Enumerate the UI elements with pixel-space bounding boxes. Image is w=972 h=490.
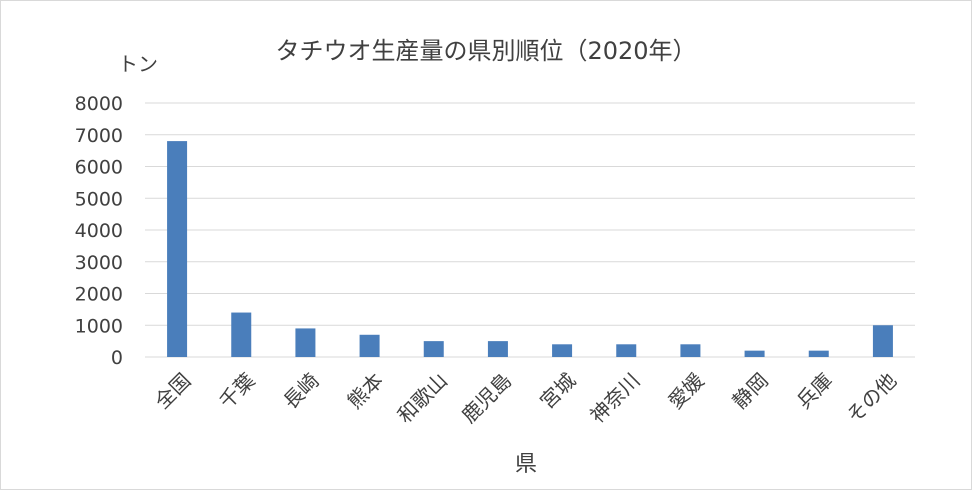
x-tick-label: 全国	[150, 368, 195, 413]
y-tick-label: 8000	[75, 93, 123, 115]
bar	[487, 341, 508, 357]
x-tick-label: 鹿児島	[457, 368, 516, 427]
x-tick-label: 愛媛	[663, 368, 708, 413]
y-tick-label: 6000	[75, 157, 123, 179]
gridlines	[145, 102, 915, 358]
bar	[423, 341, 444, 357]
x-tick-label: その他	[842, 368, 901, 427]
bars	[167, 141, 893, 357]
x-tick-label: 和歌山	[393, 368, 452, 427]
bar	[744, 350, 765, 357]
bar	[872, 325, 893, 357]
x-tick-label: 長崎	[278, 368, 323, 413]
bar	[295, 328, 316, 357]
bar	[231, 312, 252, 357]
y-tick-label: 4000	[75, 220, 123, 242]
y-tick-label: 2000	[75, 284, 123, 306]
x-tick-label: 兵庫	[792, 368, 837, 413]
y-tick-label: 5000	[75, 188, 123, 210]
x-axis-label: 県	[515, 452, 537, 477]
x-tick-label: 千葉	[214, 368, 259, 413]
y-tick-label: 0	[111, 347, 123, 369]
bar	[616, 344, 637, 357]
y-tick-labels: 0 1000 2000 3000 4000 5000 6000 7000 8000	[75, 93, 123, 369]
x-tick-labels: 全国 千葉 長崎 熊本 和歌山 鹿児島 宮城 神奈川 愛媛 静岡 兵庫 その他	[150, 368, 901, 427]
bar	[552, 344, 573, 357]
y-tick-label: 3000	[75, 252, 123, 274]
y-tick-label: 7000	[75, 125, 123, 147]
y-axis-label: トン	[118, 52, 158, 76]
bar	[808, 350, 829, 357]
chart-title: タチウオ生産量の県別順位（2020年）	[275, 37, 696, 65]
y-tick-label: 1000	[75, 315, 123, 337]
bar	[167, 141, 188, 357]
x-tick-label: 宮城	[535, 368, 580, 413]
x-tick-label: 静岡	[728, 368, 773, 413]
bar	[359, 334, 380, 357]
bar	[680, 344, 701, 357]
x-tick-label: 神奈川	[585, 368, 644, 427]
x-tick-label: 熊本	[343, 368, 388, 413]
